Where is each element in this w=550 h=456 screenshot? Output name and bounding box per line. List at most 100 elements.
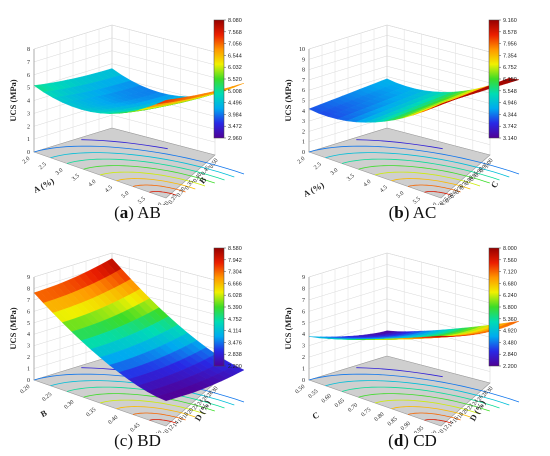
panel-bd: 0 1 2 3 4 5 6 7 8 9 UCS (MPa) 0.20 0.25 0.30 0.35 0.40 0… bbox=[0, 228, 275, 456]
x-tick-label: 3.5 bbox=[71, 173, 81, 182]
y-tick-label: 22 bbox=[192, 403, 200, 411]
floor-contour bbox=[149, 419, 176, 424]
z-tick-label: 2 bbox=[27, 124, 30, 130]
floor-contour bbox=[33, 145, 245, 175]
z-tick-label: 1 bbox=[302, 140, 305, 146]
colorbar-tick-label: 6.028 bbox=[228, 293, 242, 299]
colorbar-tick-label: 4.114 bbox=[228, 329, 241, 335]
z-tick-label: 4 bbox=[27, 99, 30, 105]
z-tick-label: 3 bbox=[302, 344, 305, 350]
x-tick-label: 0.85 bbox=[387, 416, 399, 427]
x-tick-label: 3.0 bbox=[330, 167, 340, 176]
surface-patch bbox=[431, 101, 447, 109]
x-tick-label: 0.70 bbox=[347, 402, 359, 413]
caption-ab: (a) AB bbox=[114, 203, 161, 222]
floor-contour bbox=[391, 406, 471, 418]
colorbar-bar bbox=[488, 19, 500, 139]
x-tick-label: 0.90 bbox=[400, 421, 412, 432]
z-axis-title: UCS (MPa) bbox=[283, 79, 293, 121]
colorbar: 9.160 8.578 7.956 7.354 6.752 6.150 5.548 4.946… bbox=[488, 18, 517, 142]
y-tick-label: 26 bbox=[476, 394, 484, 402]
colorbar-tick-label: 3.140 bbox=[503, 136, 517, 142]
y-tick-label: 10 bbox=[162, 429, 170, 433]
y-tick-label: 28 bbox=[481, 390, 489, 398]
x-tick-label: 0.50 bbox=[294, 384, 306, 395]
y-tick-label: 28 bbox=[206, 390, 214, 398]
floor-contour bbox=[356, 139, 443, 150]
colorbar-tick-label: 6.544 bbox=[228, 53, 242, 59]
floor-contour bbox=[132, 412, 186, 421]
z-tick-label: 2 bbox=[27, 355, 30, 361]
colorbar-tick-label: 2.200 bbox=[228, 364, 242, 370]
colorbar-tick-label: 4.496 bbox=[228, 101, 242, 107]
y-tick-label: 10 bbox=[437, 429, 445, 433]
colorbar: 8.580 7.942 7.304 6.666 6.028 5.390 4.752 4.114… bbox=[213, 246, 242, 370]
y-axis-title: B bbox=[197, 175, 209, 186]
colorbar-tick-label: 7.560 bbox=[503, 258, 517, 264]
y-tick-label: 24 bbox=[472, 399, 480, 407]
x-tick-label: 0.35 bbox=[85, 407, 97, 418]
colorbar-tick-label: 7.056 bbox=[228, 42, 242, 48]
y-tick-label: 14 bbox=[447, 420, 455, 428]
z-axis-title: UCS (MPa) bbox=[8, 307, 18, 349]
z-tick-label: 2 bbox=[302, 355, 305, 361]
x-tick-label: 5.5 bbox=[412, 196, 422, 205]
floor-plane bbox=[308, 127, 491, 199]
y-tick-label: 26 bbox=[201, 394, 209, 402]
z-tick-label: 4 bbox=[302, 332, 305, 338]
x-tick-label: 4.5 bbox=[379, 185, 389, 194]
colorbar-tick-label: 3.480 bbox=[503, 340, 517, 346]
z-tick-label: 3 bbox=[27, 344, 30, 350]
z-tick-label: 4 bbox=[302, 109, 305, 115]
colorbar-tick-label: 7.120 bbox=[503, 270, 517, 276]
colorbar-tick-label: 6.240 bbox=[503, 293, 517, 299]
floor-projection bbox=[308, 127, 520, 199]
colorbar-tick-label: 3.476 bbox=[228, 340, 242, 346]
z-tick-label: 7 bbox=[302, 78, 305, 84]
y-tick-label: 18 bbox=[182, 412, 190, 420]
colorbar-tick-label: 7.956 bbox=[503, 42, 517, 48]
y-axis-title: C bbox=[489, 179, 501, 189]
colorbar-tick-label: 6.680 bbox=[503, 281, 517, 287]
floor-contour bbox=[341, 158, 500, 181]
z-tick-label: 8 bbox=[302, 286, 305, 292]
y-tick-label: 0.55 bbox=[440, 196, 451, 205]
colorbar-tick-label: 5.548 bbox=[503, 89, 517, 95]
colorbar-bar bbox=[488, 247, 500, 367]
surface-patch bbox=[156, 394, 173, 402]
z-tick-label: 0 bbox=[302, 150, 305, 156]
colorbar-tick-label: 9.160 bbox=[503, 18, 517, 24]
caption-bd: (c) BD bbox=[114, 431, 161, 450]
z-tick-label: 9 bbox=[302, 57, 305, 63]
colorbar-tick-label: 7.354 bbox=[503, 53, 517, 59]
colorbar-tick-label: 8.580 bbox=[228, 246, 242, 252]
floor-contour bbox=[407, 412, 461, 421]
x-tick-label: 0.80 bbox=[374, 412, 386, 423]
x-tick-label: 4.0 bbox=[363, 179, 373, 188]
colorbar-tick-label: 6.150 bbox=[503, 77, 517, 83]
z-tick-label: 6 bbox=[302, 309, 305, 315]
x-tick-label: 4.0 bbox=[88, 179, 98, 188]
z-tick-label: 10 bbox=[299, 47, 305, 53]
caption-cd: (d) CD bbox=[388, 431, 437, 450]
floor-contour bbox=[308, 145, 520, 175]
colorbar-tick-label: 8.578 bbox=[503, 30, 517, 36]
colorbar-tick-label: 2.960 bbox=[228, 136, 242, 142]
y-tick-label: 18 bbox=[457, 412, 465, 420]
floor-contour bbox=[325, 380, 510, 406]
y-tick-label: 20 bbox=[462, 407, 470, 415]
floor-contour bbox=[66, 158, 225, 181]
x-tick-label: 0.25 bbox=[41, 392, 53, 403]
floor-contour bbox=[81, 139, 168, 150]
panel-cd: 0 1 2 3 4 5 6 7 8 9 UCS (MPa) 0.50 0.55 0.60 0.65 0.70 0… bbox=[275, 228, 550, 456]
z-axis-title: UCS (MPa) bbox=[8, 79, 18, 121]
x-tick-label: 0.40 bbox=[107, 415, 119, 426]
floor-contour bbox=[50, 380, 235, 406]
floor-contour bbox=[325, 152, 510, 178]
z-tick-label: 5 bbox=[27, 321, 30, 327]
colorbar-tick-label: 4.344 bbox=[503, 112, 517, 118]
z-tick-label: 9 bbox=[27, 275, 30, 281]
y-tick-label: 24 bbox=[197, 399, 205, 407]
